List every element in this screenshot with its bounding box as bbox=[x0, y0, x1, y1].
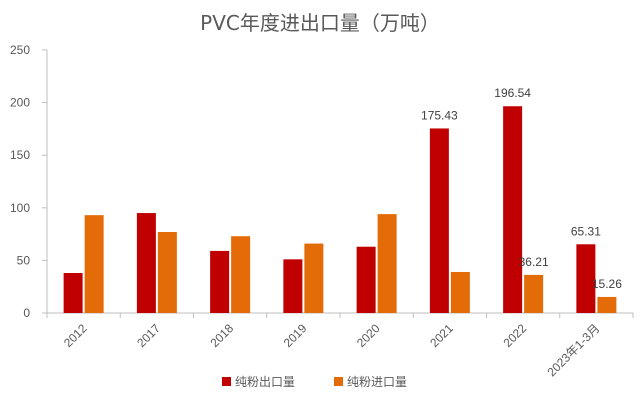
data-label: 196.54 bbox=[494, 86, 531, 100]
bar-import bbox=[450, 271, 470, 313]
bar-import bbox=[231, 236, 251, 313]
legend-swatch bbox=[222, 377, 231, 386]
legend-swatch bbox=[334, 377, 343, 386]
bar-import bbox=[597, 296, 617, 313]
x-tick-label: 2021 bbox=[427, 321, 456, 350]
y-tick-label: 50 bbox=[17, 253, 31, 267]
y-tick-label: 0 bbox=[23, 306, 30, 320]
x-tick-label: 2012 bbox=[61, 321, 90, 350]
legend: 纯粉出口量 纯粉进口量 bbox=[222, 375, 407, 389]
data-label: 65.31 bbox=[571, 224, 601, 238]
legend-label: 纯粉出口量 bbox=[235, 375, 295, 389]
bar-export bbox=[576, 244, 596, 313]
x-tick-label: 2022 bbox=[500, 321, 529, 350]
bar-export bbox=[63, 273, 83, 313]
bar-export bbox=[210, 250, 230, 313]
bar-import bbox=[377, 214, 397, 313]
x-tick-label: 2019 bbox=[281, 321, 310, 350]
bar-export bbox=[356, 246, 376, 313]
bar-import bbox=[524, 274, 544, 313]
bar-export bbox=[503, 106, 523, 313]
data-label: 175.43 bbox=[421, 108, 458, 122]
bar-import bbox=[157, 231, 177, 313]
bar-export bbox=[429, 128, 449, 313]
x-tick-label: 2020 bbox=[354, 321, 383, 350]
y-tick-label: 100 bbox=[10, 201, 30, 215]
bar-export bbox=[136, 213, 156, 313]
bar-import bbox=[304, 243, 324, 313]
x-tick-label: 2018 bbox=[207, 321, 236, 350]
x-tick-label: 2017 bbox=[134, 321, 163, 350]
data-label: 15.26 bbox=[592, 277, 622, 291]
bar-import bbox=[84, 215, 104, 313]
data-label: 36.21 bbox=[519, 255, 549, 269]
y-tick-label: 150 bbox=[10, 148, 30, 162]
x-tick-label: 2023年1-3月 bbox=[544, 321, 602, 379]
plot-area: 0 50 100 150 200 250 2012 2017 2018 2019 2020 2021 2… bbox=[10, 43, 634, 379]
y-tick-label: 200 bbox=[10, 96, 30, 110]
legend-label: 纯粉进口量 bbox=[347, 375, 407, 389]
bar-export bbox=[283, 259, 303, 313]
chart-title: PVC年度进出口量（万吨） bbox=[200, 11, 440, 35]
y-tick-label: 250 bbox=[10, 43, 30, 57]
